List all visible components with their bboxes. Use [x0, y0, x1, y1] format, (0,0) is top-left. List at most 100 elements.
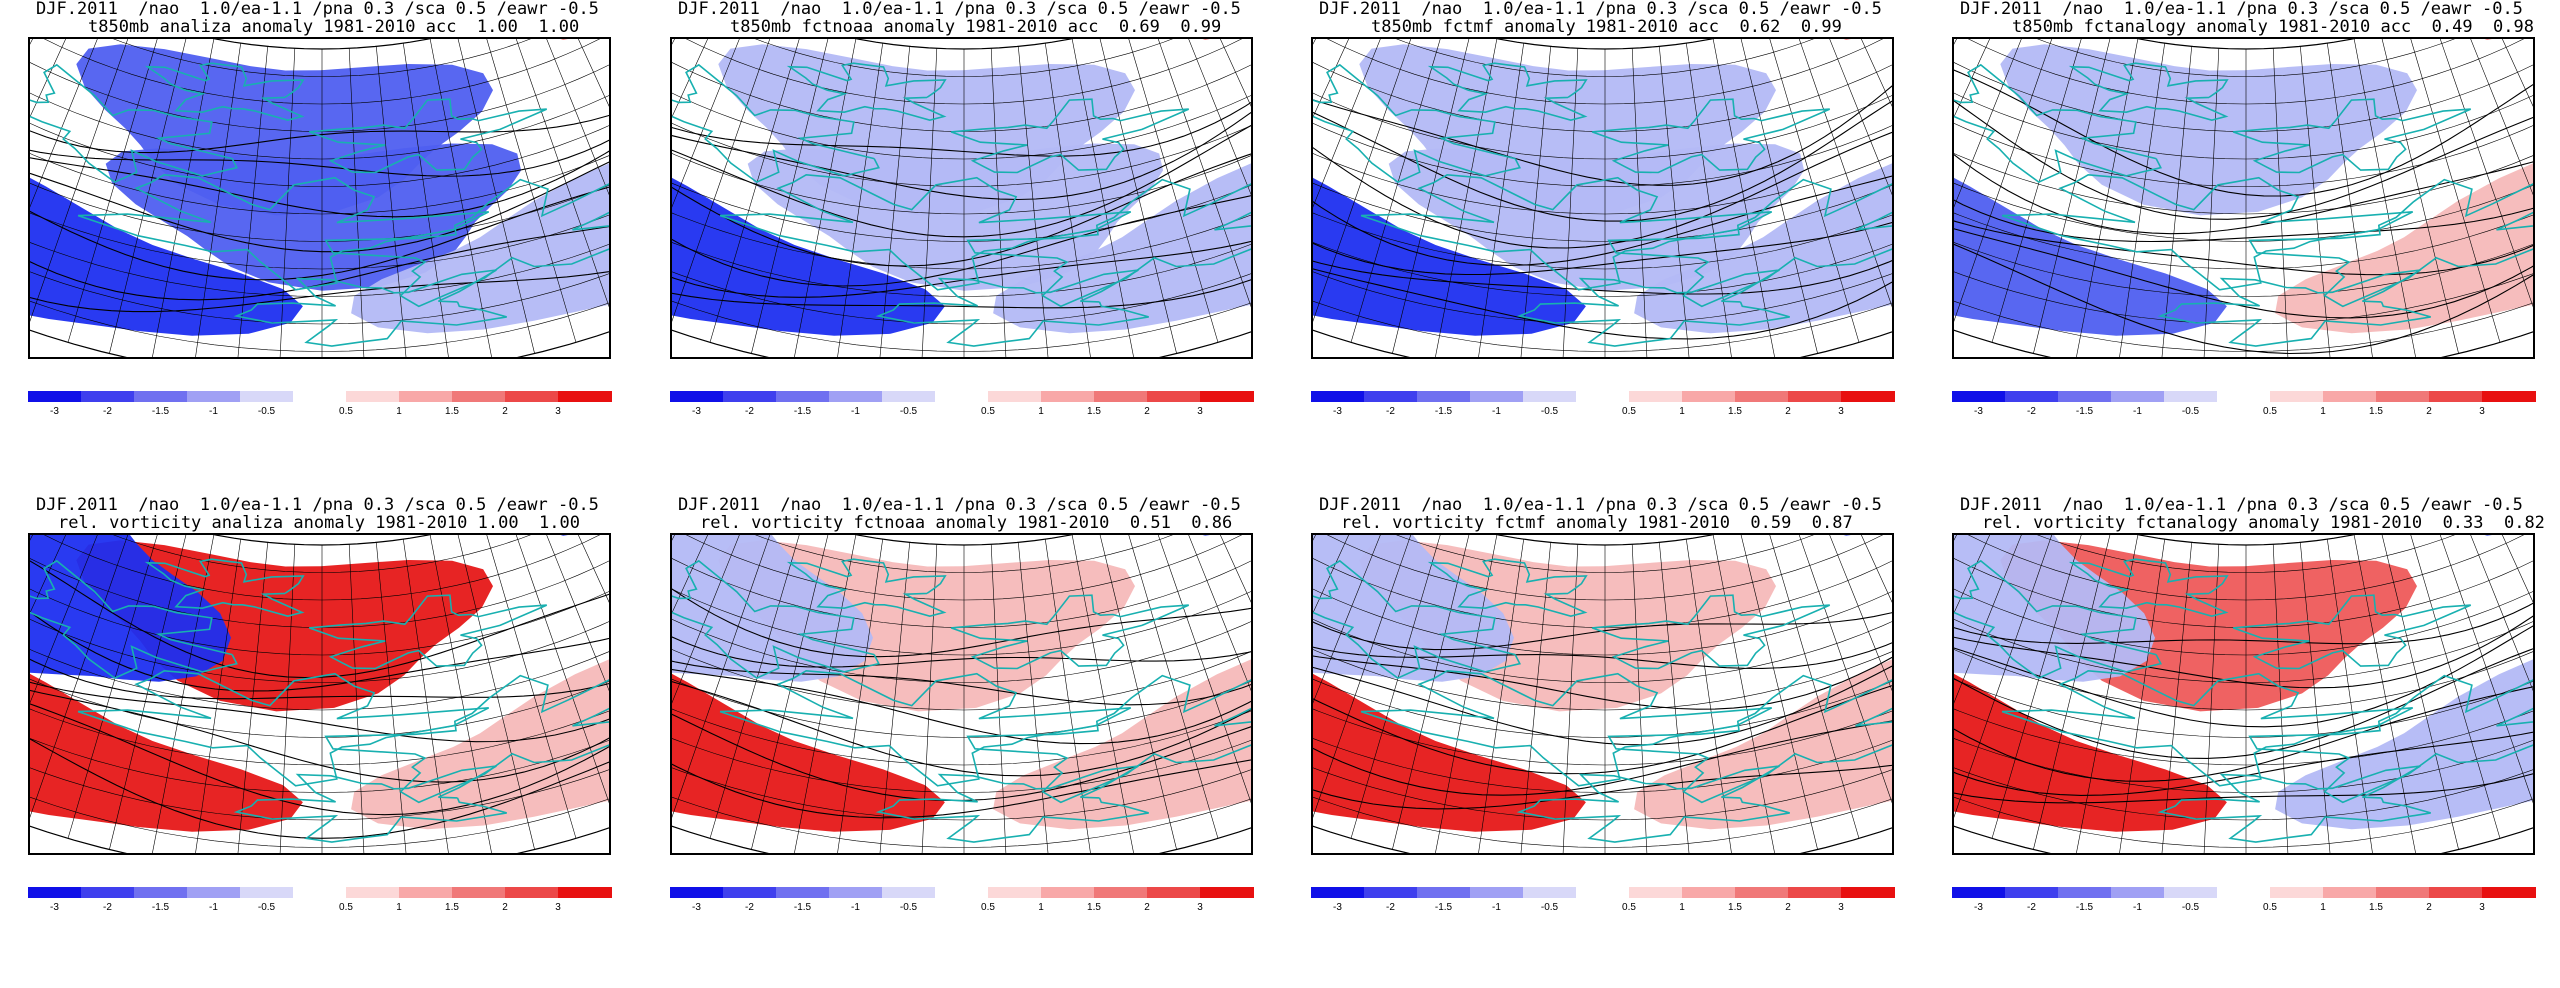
- colorbar-tick-label: -0.5: [257, 406, 276, 417]
- colorbar-swatch: [829, 391, 883, 402]
- colorbar-swatch: [2005, 887, 2059, 898]
- map-panel: DJF.2011 /nao 1.0/ea-1.1 /pna 0.3 /sca 0…: [1311, 0, 1911, 440]
- graticule: [1954, 39, 2533, 357]
- anomaly-region-southwest: [30, 119, 303, 336]
- colorbar-tick-label: -1: [2133, 406, 2142, 417]
- colorbar-swatch: [2376, 887, 2430, 898]
- colorbar-tick-label: -0.5: [2181, 406, 2200, 417]
- panel-title-line2: t850mb fctnoaa anomaly 1981-2010 acc 0.6…: [730, 17, 1222, 37]
- colorbar: -3 -2 -1.5 -1 -0.5 0.5 1 1.5 2 3: [1952, 391, 2536, 421]
- anomaly-region-southwest: [1313, 119, 1586, 336]
- contour-lines: [1313, 39, 1892, 340]
- coastlines: [1954, 62, 2533, 347]
- coastlines: [672, 558, 1251, 843]
- panel-title-line2: rel. vorticity analiza anomaly 1981-2010…: [58, 513, 580, 533]
- colorbar-tick-label: 0.5: [2263, 406, 2277, 417]
- anomaly-map: [1954, 39, 2533, 357]
- colorbar-swatch: [399, 887, 453, 898]
- colorbar-swatch: [882, 887, 936, 898]
- anomaly-region-southeast: [1634, 137, 1892, 334]
- colorbar-tick-label: 1.5: [2369, 406, 2383, 417]
- colorbar-tick-label: -1: [1492, 406, 1501, 417]
- colorbar-tick-label: -2: [1386, 406, 1395, 417]
- colorbar-swatch: [1576, 887, 1630, 898]
- graticule: [672, 39, 1251, 357]
- graticule: [1954, 535, 2533, 853]
- colorbar-tick-label: 1.5: [445, 406, 459, 417]
- colorbar-tick-label: 1: [2320, 902, 2326, 913]
- domain-outline: [672, 39, 1251, 357]
- anomaly-region-north: [1359, 44, 1776, 216]
- colorbar-tick-label: 0.5: [339, 406, 353, 417]
- colorbar-tick-label: -1.5: [793, 902, 812, 913]
- colorbar-swatch: [2376, 391, 2430, 402]
- colorbar-swatch: [452, 887, 506, 898]
- anomaly-region-southeast: [1634, 633, 1892, 830]
- colorbar-tick-label: 0.5: [339, 902, 353, 913]
- colorbar-tick-label: -0.5: [1540, 902, 1559, 913]
- colorbar-tick-label: 1.5: [1728, 406, 1742, 417]
- colorbar-swatch: [2164, 887, 2218, 898]
- map-frame: [1952, 533, 2535, 855]
- map-panel: DJF.2011 /nao 1.0/ea-1.1 /pna 0.3 /sca 0…: [28, 0, 628, 440]
- colorbar-swatch: [1094, 887, 1148, 898]
- colorbar-swatch: [81, 391, 135, 402]
- colorbar-tick-label: -3: [1974, 902, 1983, 913]
- colorbar-swatch: [1735, 887, 1789, 898]
- colorbar-swatch: [2270, 887, 2324, 898]
- colorbar-tick-label: 2: [2426, 406, 2432, 417]
- anomaly-map: [672, 535, 1251, 853]
- colorbar-swatch: [1523, 391, 1577, 402]
- colorbar-swatch: [293, 887, 347, 898]
- colorbar-swatch: [1041, 391, 1095, 402]
- map-frame: [670, 533, 1253, 855]
- colorbar-tick-label: -1: [209, 406, 218, 417]
- anomaly-region-southwest: [672, 615, 945, 832]
- colorbar-tick-label: -3: [50, 406, 59, 417]
- colorbar-swatch: [1041, 887, 1095, 898]
- colorbar-tick-label: 2: [502, 406, 508, 417]
- colorbar-tick-label: -1.5: [2075, 902, 2094, 913]
- colorbar-tick-label: 2: [1785, 406, 1791, 417]
- panel-title-line2: t850mb analiza anomaly 1981-2010 acc 1.0…: [88, 17, 580, 37]
- colorbar-tick-label: -1: [209, 902, 218, 913]
- colorbar-swatch: [2005, 391, 2059, 402]
- coastlines: [672, 62, 1251, 347]
- anomaly-map: [30, 39, 609, 357]
- colorbar-swatch: [240, 391, 294, 402]
- colorbar-swatch: [346, 391, 400, 402]
- panel-title-line1: DJF.2011 /nao 1.0/ea-1.1 /pna 0.3 /sca 0…: [36, 0, 599, 19]
- colorbar-swatch: [988, 887, 1042, 898]
- graticule: [1313, 39, 1892, 357]
- colorbar-swatch: [2482, 391, 2536, 402]
- colorbar-swatch: [1682, 391, 1736, 402]
- colorbar: -3 -2 -1.5 -1 -0.5 0.5 1 1.5 2 3: [1311, 391, 1895, 421]
- colorbar-swatch: [505, 887, 559, 898]
- map-panel: DJF.2011 /nao 1.0/ea-1.1 /pna 0.3 /sca 0…: [670, 0, 1270, 440]
- colorbar-tick-label: 1: [1679, 406, 1685, 417]
- panel-title-line1: DJF.2011 /nao 1.0/ea-1.1 /pna 0.3 /sca 0…: [1960, 495, 2523, 515]
- colorbar-swatch: [452, 391, 506, 402]
- colorbar-swatch: [1200, 391, 1254, 402]
- colorbar-swatch: [1147, 887, 1201, 898]
- anomaly-region-southeast: [2275, 633, 2533, 830]
- colorbar-tick-label: 2: [502, 902, 508, 913]
- anomaly-map: [1313, 535, 1892, 853]
- panel-title-line2: t850mb fctanalogy anomaly 1981-2010 acc …: [2012, 17, 2534, 37]
- map-panel: DJF.2011 /nao 1.0/ea-1.1 /pna 0.3 /sca 0…: [1311, 496, 1911, 936]
- anomaly-region-southeast: [993, 137, 1251, 334]
- domain-outline: [1954, 535, 2533, 853]
- colorbar-tick-label: 1.5: [1087, 902, 1101, 913]
- colorbar-swatch: [988, 391, 1042, 402]
- colorbar-swatch: [2164, 391, 2218, 402]
- colorbar-tick-label: -1.5: [151, 902, 170, 913]
- colorbar-tick-label: 1: [396, 902, 402, 913]
- colorbar-tick-label: -3: [1333, 406, 1342, 417]
- contour-lines: [1313, 538, 1892, 810]
- colorbar-tick-label: 3: [555, 406, 561, 417]
- colorbar-tick-label: 1.5: [445, 902, 459, 913]
- domain-outline: [30, 535, 609, 853]
- coastlines: [30, 62, 609, 347]
- colorbar-swatch: [776, 887, 830, 898]
- map-frame: [1311, 37, 1894, 359]
